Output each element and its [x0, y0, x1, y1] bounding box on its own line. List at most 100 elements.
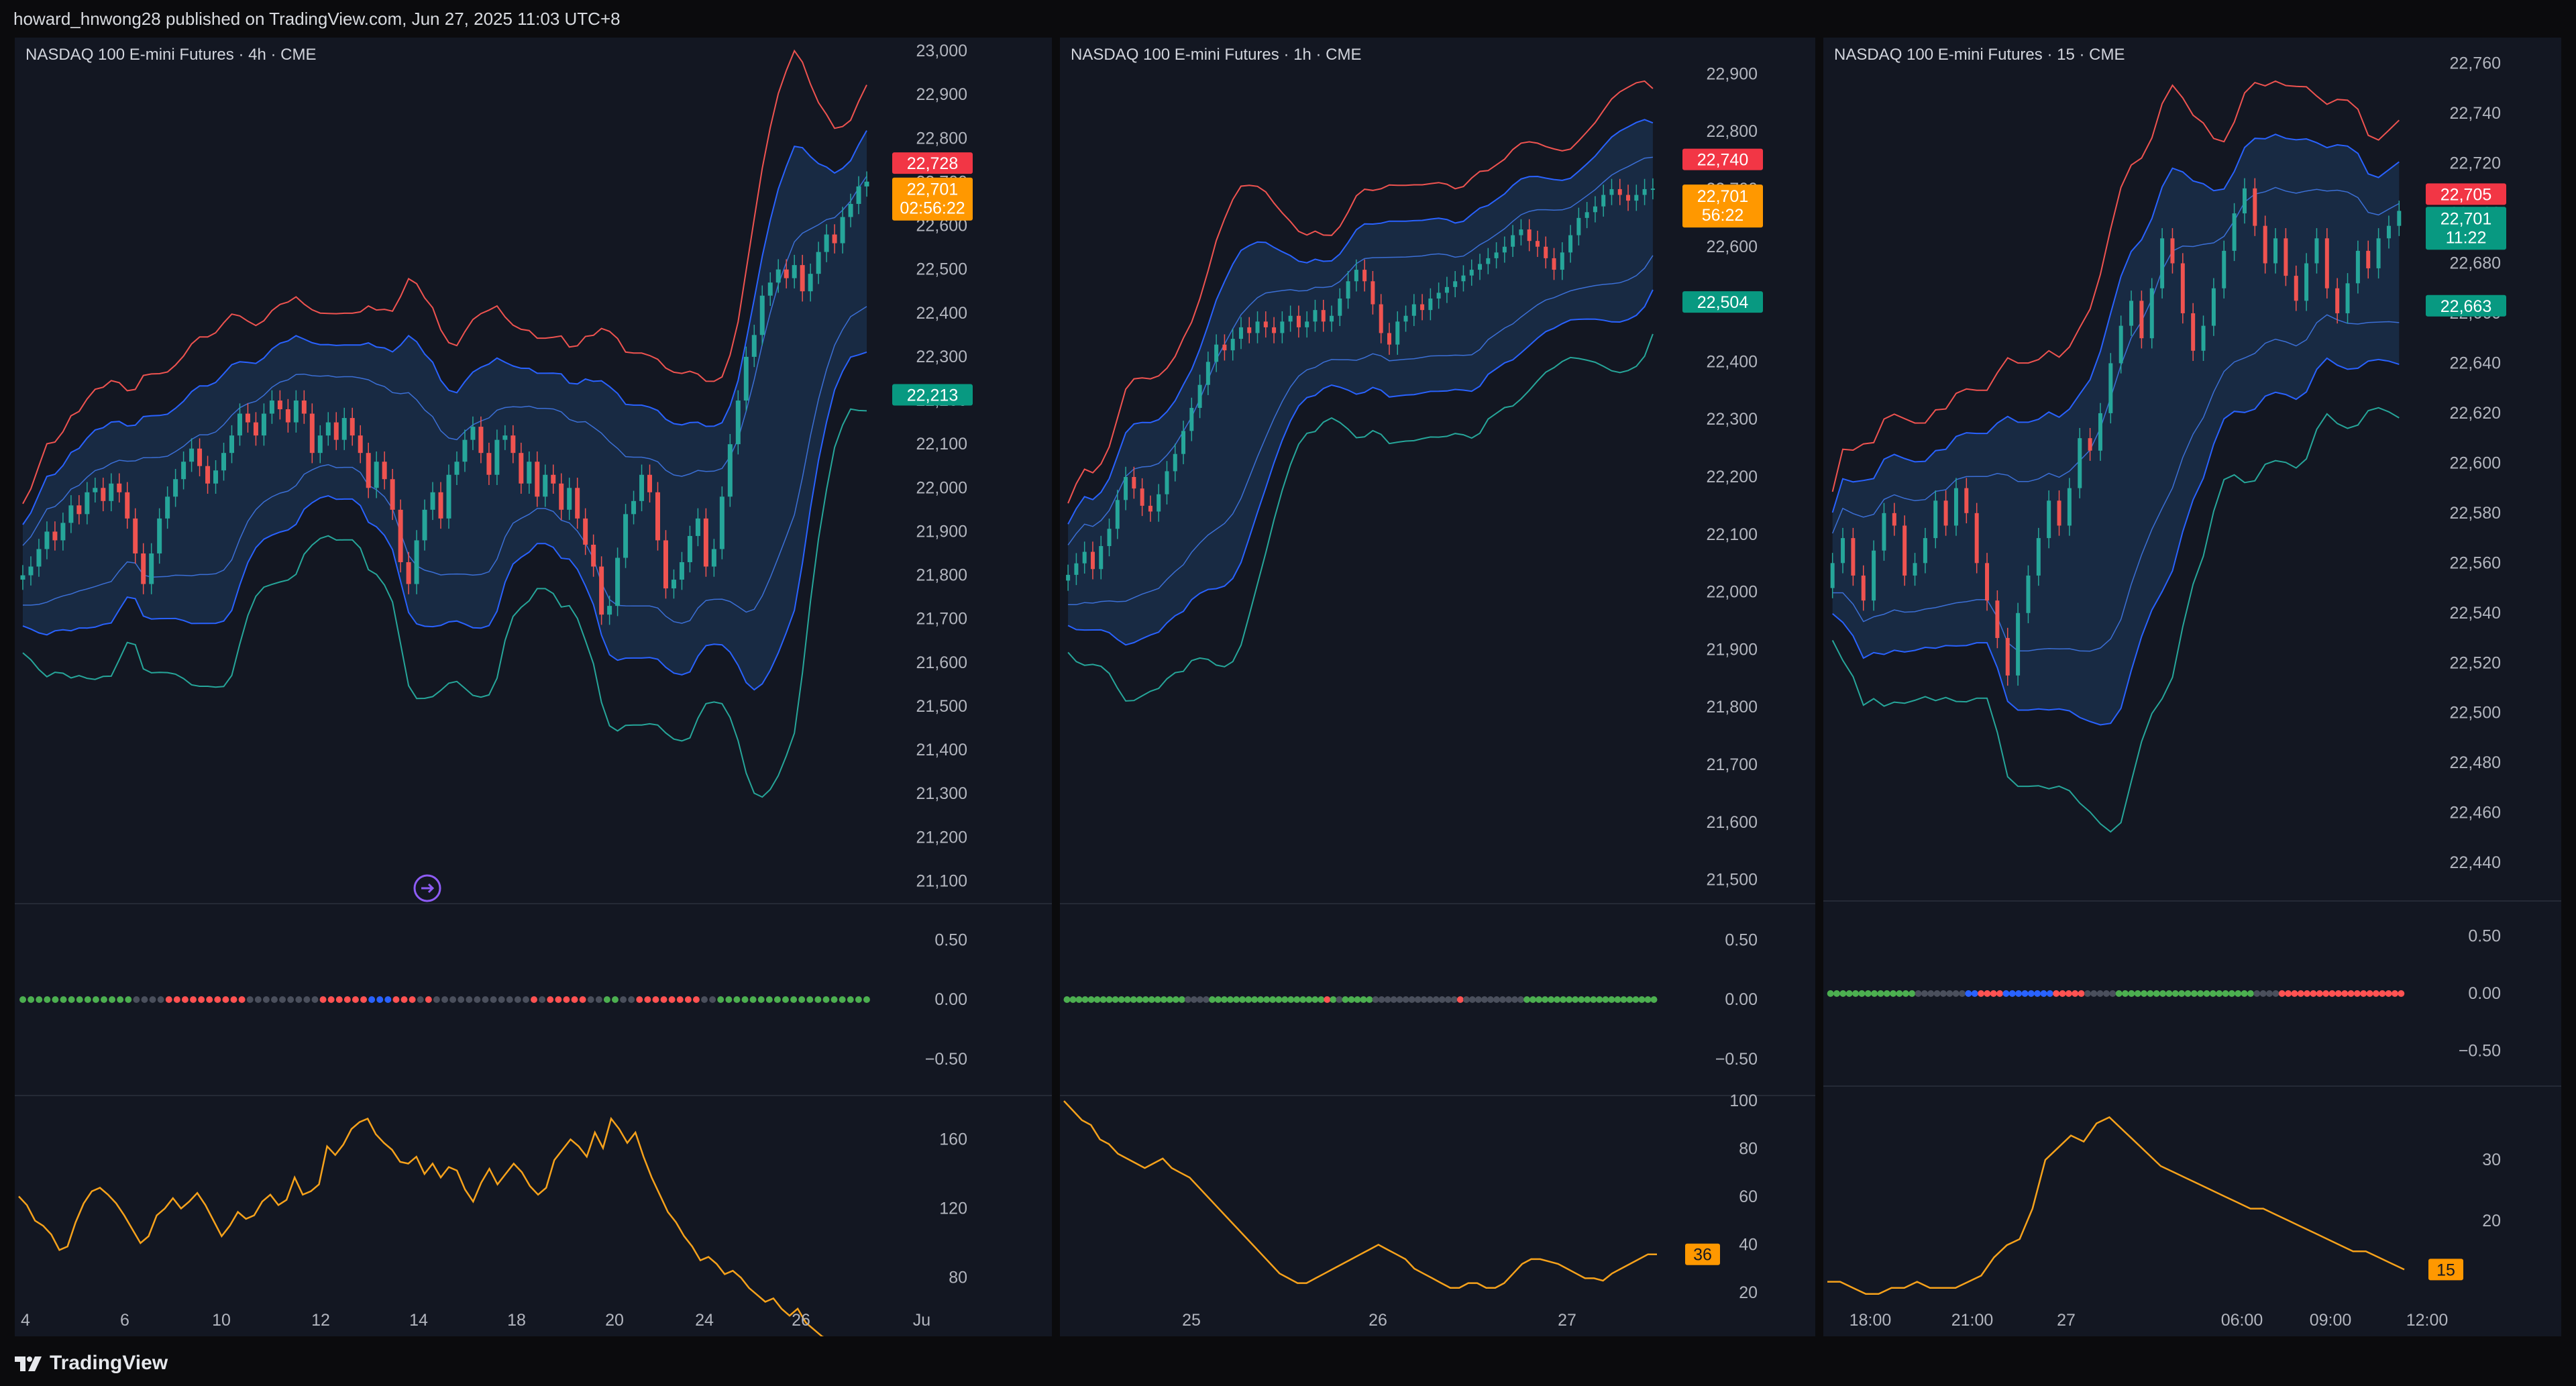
- squeeze-dot: [1178, 996, 1185, 1003]
- upper-inner-band: [1832, 186, 2400, 534]
- squeeze-dot: [1845, 990, 1853, 997]
- candle-body: [2098, 413, 2102, 451]
- price-tick-label: 21,700: [916, 610, 967, 629]
- squeeze-dot: [863, 996, 870, 1003]
- candle-body: [157, 518, 162, 553]
- squeeze-dot: [2159, 990, 2167, 997]
- squeeze-dot: [1245, 996, 1252, 1003]
- squeeze-dot: [1432, 996, 1440, 1003]
- upper-band: [1831, 134, 2400, 513]
- pane-divider: [15, 1095, 1052, 1096]
- candle-body: [1362, 270, 1367, 282]
- squeeze-dot: [2102, 990, 2110, 997]
- squeeze-dot: [1578, 996, 1585, 1003]
- squeeze-dot: [1420, 996, 1428, 1003]
- lower-band-tag-label: 22,504: [1697, 293, 1749, 312]
- chart-panel-4h[interactable]: NASDAQ 100 E-mini Futures · 4h · CME 23,…: [15, 38, 1052, 1336]
- squeeze-dot: [2247, 990, 2254, 997]
- candle-body: [36, 549, 42, 567]
- squeeze-dot: [1209, 996, 1216, 1003]
- squeeze-dot: [1952, 990, 1960, 997]
- candle-body: [792, 265, 797, 278]
- squeeze-dot: [620, 996, 627, 1003]
- lower-inner-band: [1068, 255, 1654, 606]
- candle-body: [2335, 288, 2340, 313]
- squeeze-dot: [2096, 990, 2104, 997]
- candle-body: [775, 269, 781, 283]
- squeeze-dot: [2235, 990, 2242, 997]
- chart-svg-4h[interactable]: 23,00022,90022,80022,70022,60022,50022,4…: [15, 38, 1052, 1336]
- squeeze-dot: [181, 996, 189, 1003]
- squeeze-dot: [2141, 990, 2148, 997]
- squeeze-dot: [1166, 996, 1173, 1003]
- squeeze-dot: [482, 996, 489, 1003]
- tradingview-brand[interactable]: TradingView: [13, 1350, 168, 1377]
- squeeze-dot: [1263, 996, 1271, 1003]
- time-tick-label: 6: [120, 1311, 129, 1330]
- squeeze-dot: [2385, 990, 2392, 997]
- candle-body: [197, 448, 203, 466]
- squeeze-dot: [1233, 996, 1240, 1003]
- candle-body: [1576, 217, 1581, 235]
- candle-body: [382, 462, 387, 480]
- squeeze-dot: [2216, 990, 2223, 997]
- squeeze-dot: [2322, 990, 2330, 997]
- chart-panel-15m[interactable]: NASDAQ 100 E-mini Futures · 15 · CME 22,…: [1823, 38, 2561, 1336]
- squeeze-dot: [1827, 990, 1834, 997]
- momentum-line: [18, 1116, 824, 1336]
- candle-body: [293, 401, 299, 423]
- squeeze-dot: [392, 996, 400, 1003]
- squeeze-dot: [692, 996, 700, 1003]
- price-tick-label: 22,600: [2450, 454, 2501, 472]
- time-tick-label: 27: [2057, 1311, 2076, 1330]
- squeeze-dot: [2090, 990, 2098, 997]
- squeeze-dot: [2347, 990, 2355, 997]
- momentum-value-label: 36: [1693, 1246, 1712, 1265]
- squeeze-dot: [1946, 990, 1953, 997]
- candle-body: [535, 462, 540, 497]
- candle-body: [607, 606, 612, 615]
- upper-band-tag: [892, 152, 973, 174]
- squeeze-dot: [1160, 996, 1167, 1003]
- squeeze-dot: [1227, 996, 1234, 1003]
- price-tick-label: 22,000: [916, 478, 967, 497]
- chart-svg-1h[interactable]: 22,90022,80022,70022,60022,50022,40022,3…: [1060, 38, 1815, 1336]
- squeeze-dot: [1093, 996, 1101, 1003]
- candle-body: [1444, 286, 1449, 293]
- squeeze-dot: [612, 996, 619, 1003]
- candle-body: [2242, 188, 2247, 214]
- candle-body: [784, 269, 789, 278]
- squeeze-dot: [1871, 990, 1878, 997]
- squeeze-dot: [474, 996, 481, 1003]
- squeeze-dot: [2046, 990, 2053, 997]
- squeeze-dot: [1408, 996, 1415, 1003]
- candle-body: [519, 453, 524, 484]
- squeeze-dot: [773, 996, 781, 1003]
- squeeze-dot: [271, 996, 278, 1003]
- momentum-tick-label: 100: [1729, 1091, 1758, 1110]
- squeeze-dot: [1124, 996, 1131, 1003]
- footer-bar: TradingView: [0, 1339, 2576, 1386]
- candle-body: [237, 413, 242, 436]
- time-tick-label: 12:00: [2406, 1311, 2449, 1330]
- candle-body: [2036, 538, 2041, 576]
- squeeze-dot: [1852, 990, 1860, 997]
- squeeze-dot: [246, 996, 254, 1003]
- candle-body: [333, 422, 339, 440]
- chart-panel-1h[interactable]: NASDAQ 100 E-mini Futures · 1h · CME 22,…: [1060, 38, 1815, 1336]
- price-tick-label: 21,600: [1707, 813, 1758, 832]
- squeeze-dot: [92, 996, 99, 1003]
- arrow-circle-icon[interactable]: [413, 874, 441, 902]
- squeeze-dot: [1106, 996, 1113, 1003]
- candle-body: [1132, 477, 1136, 489]
- squeeze-dot: [409, 996, 416, 1003]
- last-price-tag: [2426, 207, 2506, 250]
- squeeze-dot: [2203, 990, 2210, 997]
- squeeze-dot: [1299, 996, 1307, 1003]
- momentum-value-tag: [1685, 1243, 1720, 1265]
- candle-body: [1107, 529, 1112, 546]
- candle-body: [2108, 363, 2113, 413]
- candle-body: [1288, 315, 1293, 322]
- squeeze-dot: [1481, 996, 1488, 1003]
- chart-svg-15m[interactable]: 22,76022,74022,72022,70022,68022,66022,6…: [1823, 38, 2561, 1336]
